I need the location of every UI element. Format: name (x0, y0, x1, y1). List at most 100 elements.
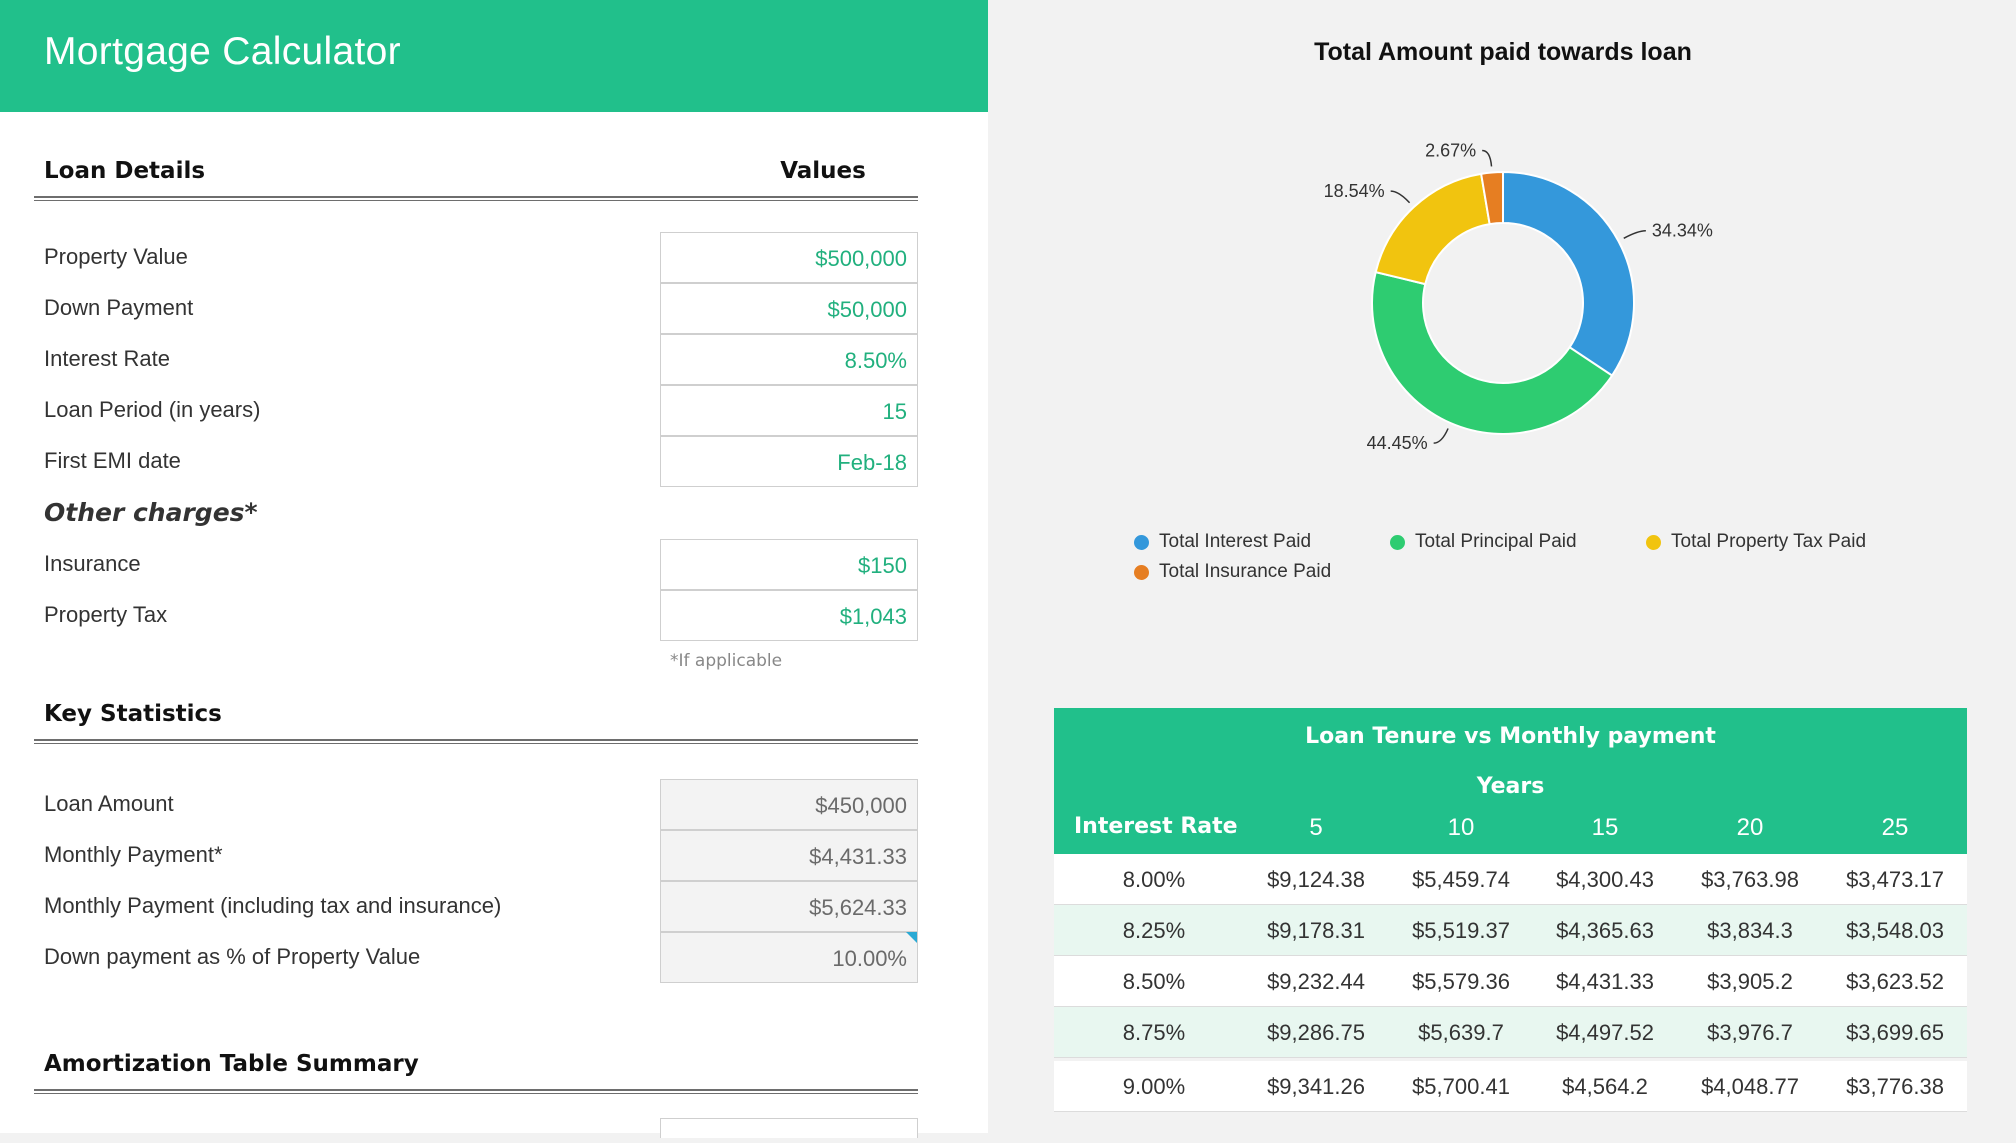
payment-cell: $9,232.44 (1267, 969, 1365, 994)
payment-cell: $3,548.03 (1846, 918, 1944, 943)
slice-property-tax[interactable] (1374, 172, 1491, 286)
chart-title: Total Amount paid towards loan (1314, 38, 1692, 66)
payment-cell: $5,519.37 (1412, 918, 1510, 943)
rate-cell: 8.00% (1122, 867, 1186, 892)
year-column-header: 5 (1309, 814, 1323, 841)
payment-cell: $4,300.43 (1556, 867, 1654, 892)
legend-item-principal[interactable]: Total Principal Paid (1390, 531, 1577, 553)
calculator-panel: Mortgage Calculator Loan Details Values … (0, 0, 988, 1138)
legend-dot-icon (1646, 534, 1661, 550)
payment-cell: $3,473.17 (1846, 867, 1944, 892)
legend-item-insurance[interactable]: Total Insurance Paid (1134, 561, 1331, 583)
legend-label: Total Interest Paid (1159, 531, 1312, 552)
section-divider (34, 739, 918, 744)
property-tax-input[interactable]: $1,043 (660, 590, 918, 641)
rate-cell: 9.00% (1122, 1074, 1186, 1099)
leader-line (1433, 428, 1449, 444)
monthly-payment-total-value: $5,624.33 (660, 881, 918, 932)
interest-rate-input[interactable]: 8.50% (660, 334, 918, 385)
payment-cell: $4,048.77 (1701, 1074, 1799, 1099)
slice-interest[interactable] (1502, 170, 1635, 377)
row-label: Monthly Payment (including tax and insur… (44, 893, 502, 918)
payment-cell: $3,763.98 (1701, 867, 1799, 892)
donut-chart: 34.34% 44.45% 18.54% 2.67% (1324, 141, 1713, 454)
loan-period-input[interactable]: 15 (660, 385, 918, 436)
down-payment-percent-value: 10.00% (660, 932, 918, 983)
payment-cell: $9,286.75 (1267, 1020, 1365, 1045)
label-insurance: 2.67% (1425, 141, 1476, 161)
property-value-input[interactable]: $500,000 (660, 232, 918, 283)
legend-item-interest[interactable]: Total Interest Paid (1134, 531, 1311, 553)
row-label: Down Payment (44, 295, 194, 320)
amortization-cell (660, 1118, 918, 1138)
payment-cell: $9,124.38 (1267, 867, 1365, 892)
label-interest: 34.34% (1652, 221, 1713, 241)
label-property-tax: 18.54% (1324, 181, 1385, 201)
key-statistics-heading: Key Statistics (44, 701, 222, 727)
payment-cell: $4,564.2 (1562, 1074, 1648, 1099)
payment-cell: $3,905.2 (1707, 969, 1793, 994)
row-label: Loan Amount (44, 791, 174, 816)
amortization-header: Amortization Table Summary (34, 1051, 918, 1083)
row-label: Monthly Payment* (44, 842, 223, 867)
year-column-header: 25 (1881, 814, 1909, 841)
payment-cell: $3,834.3 (1707, 918, 1793, 943)
leader-line (1623, 229, 1646, 239)
payment-cell: $3,776.38 (1846, 1074, 1944, 1099)
key-statistics-header: Key Statistics (34, 701, 918, 733)
row-label: Down payment as % of Property Value (44, 944, 421, 969)
monthly-payment-value: $4,431.33 (660, 830, 918, 881)
table-row: 8.50% $9,232.44 $5,579.36 $4,431.33 $3,9… (1054, 956, 1967, 1007)
table-title: Loan Tenure vs Monthly payment (1305, 724, 1716, 749)
table-row: 8.75% $9,286.75 $5,639.7 $4,497.52 $3,97… (1054, 1007, 1967, 1058)
amortization-heading: Amortization Table Summary (44, 1051, 419, 1077)
row-label: Loan Period (in years) (44, 397, 261, 422)
legend-dot-icon (1390, 534, 1405, 550)
rate-cell: 8.25% (1122, 918, 1186, 943)
payment-cell: $4,497.52 (1556, 1020, 1654, 1045)
legend-label: Total Property Tax Paid (1671, 531, 1867, 552)
slice-insurance[interactable] (1479, 170, 1504, 226)
rate-cell: 8.50% (1122, 969, 1186, 994)
interest-rate-column-header: Interest Rate (1074, 814, 1238, 839)
table-row: 9.00% $9,341.26 $5,700.41 $4,564.2 $4,04… (1054, 1061, 1967, 1112)
loan-amount-value: $450,000 (660, 779, 918, 830)
payment-cell: $3,976.7 (1707, 1020, 1793, 1045)
payment-cell: $5,459.74 (1412, 867, 1510, 892)
payment-cell: $5,639.7 (1418, 1020, 1504, 1045)
rate-cell: 8.75% (1122, 1020, 1186, 1045)
payment-cell: $9,178.31 (1267, 918, 1365, 943)
legend-item-property-tax[interactable]: Total Property Tax Paid (1646, 531, 1866, 553)
footnote: *If applicable (670, 651, 783, 671)
slice-principal[interactable] (1371, 270, 1614, 435)
values-heading: Values (780, 158, 866, 184)
payment-cell: $3,699.65 (1846, 1020, 1944, 1045)
row-label: First EMI date (44, 448, 181, 473)
payment-cell: $3,623.52 (1846, 969, 1944, 994)
leader-line (1390, 190, 1411, 204)
label-principal: 44.45% (1367, 433, 1428, 453)
section-divider (34, 1089, 918, 1094)
table-header: Loan Tenure vs Monthly payment Years Int… (1054, 708, 1967, 854)
row-label: Property Value (44, 244, 188, 269)
other-charges-heading: Other charges* (44, 498, 258, 527)
legend-label: Total Insurance Paid (1159, 561, 1332, 582)
years-label: Years (1476, 774, 1545, 799)
table-row: 8.25% $9,178.31 $5,519.37 $4,365.63 $3,8… (1054, 905, 1967, 956)
payment-cell: $4,431.33 (1556, 969, 1654, 994)
comment-indicator-icon[interactable] (906, 932, 917, 943)
loan-tenure-table: Loan Tenure vs Monthly payment Years Int… (1054, 708, 1967, 1118)
insurance-input[interactable]: $150 (660, 539, 918, 590)
payment-cell: $5,579.36 (1412, 969, 1510, 994)
payment-cell: $9,341.26 (1267, 1074, 1365, 1099)
app-header: Mortgage Calculator (0, 0, 988, 112)
section-divider (34, 196, 918, 201)
app-title: Mortgage Calculator (44, 30, 401, 73)
row-label: Property Tax (44, 602, 168, 627)
first-emi-date-input[interactable]: Feb-18 (660, 436, 918, 487)
loan-details-header: Loan Details Values (34, 158, 918, 190)
legend-dot-icon (1134, 564, 1149, 580)
loan-details-heading: Loan Details (44, 158, 206, 184)
table-row: 8.00% $9,124.38 $5,459.74 $4,300.43 $3,7… (1054, 854, 1967, 905)
down-payment-input[interactable]: $50,000 (660, 283, 918, 334)
